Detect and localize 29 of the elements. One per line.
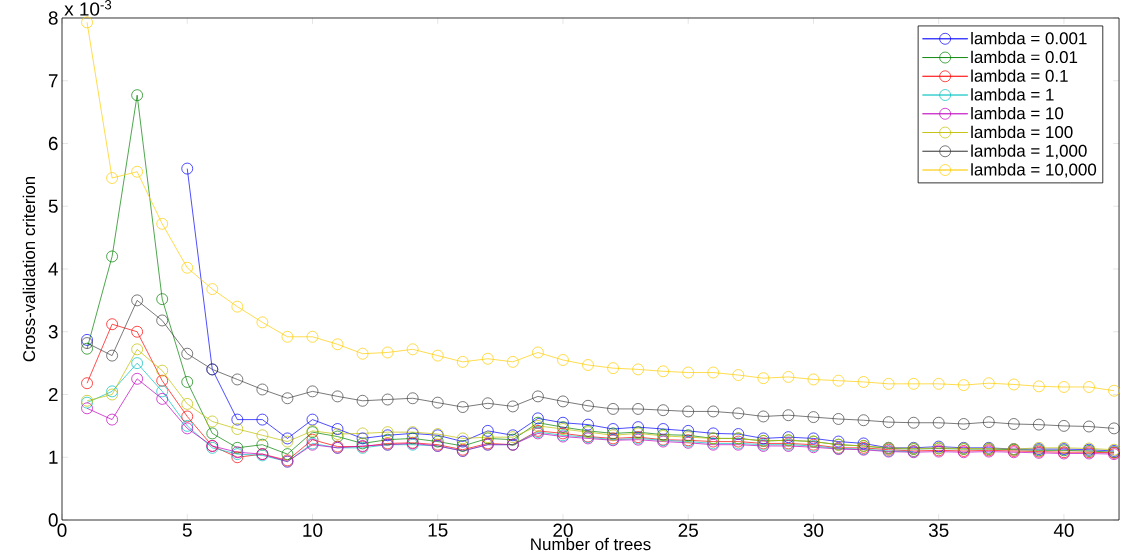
x-tick-label: 5 (182, 523, 192, 537)
x-tick-label: 35 (928, 523, 949, 537)
text: x 10$^{-3}$ (64, 0, 112, 16)
x-tick-label: 15 (428, 523, 448, 537)
legend-label: lambda = 0.01 (971, 50, 1078, 64)
y-tick-label: 5 (48, 199, 58, 213)
x-tick-label: 20 (553, 523, 573, 537)
x-tick-label: 40 (1053, 523, 1074, 537)
x-tick-label: 25 (678, 523, 698, 537)
legend-label: lambda = 10 (971, 106, 1064, 120)
x-tick-label: 0 (57, 523, 67, 537)
y-axis-title: Cross-validation criterion (22, 176, 36, 362)
legend-label: lambda = 100 (971, 125, 1073, 139)
legend-label: lambda = 1,000 (971, 144, 1087, 159)
y-tick-label: 8 (48, 11, 58, 25)
y-tick-label: 4 (48, 262, 58, 276)
legend-label: lambda = 10,000 (971, 163, 1097, 178)
y-tick-label: 2 (48, 387, 58, 402)
x-tick-label: 30 (803, 523, 824, 537)
legend-label: lambda = 0.001 (971, 31, 1087, 45)
x-axis-title: Number of trees (531, 537, 651, 551)
y-tick-label: 3 (48, 325, 58, 339)
y-tick-label: 6 (48, 136, 58, 151)
y-tick-label: 7 (48, 74, 58, 88)
x-tick-label: 10 (303, 523, 323, 537)
legend-label: lambda = 0.1 (971, 69, 1068, 82)
y-tick-label: 1 (49, 450, 58, 464)
y-tick-label: 0 (48, 513, 58, 527)
legend-label: lambda = 1 (971, 88, 1054, 101)
